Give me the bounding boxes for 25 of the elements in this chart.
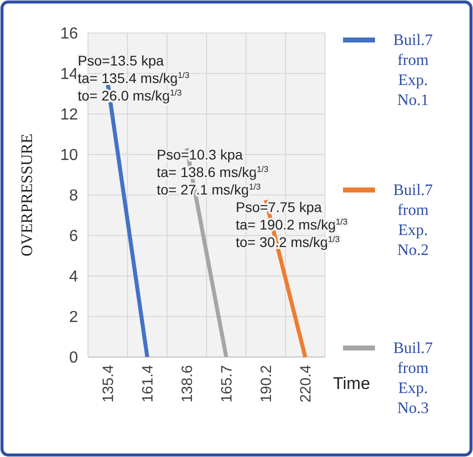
x-tick-label: 220.4: [298, 365, 314, 403]
y-tick-label: 12: [60, 106, 78, 124]
annotation: Pso=10.3 kpa: [156, 146, 243, 162]
y-tick-label: 2: [69, 309, 78, 326]
annotation: Pso=13.5 kpa: [78, 52, 164, 69]
x-tick-label: 161.4: [140, 365, 156, 403]
x-tick-label: 190.2: [258, 365, 275, 403]
y-tick-label: 4: [69, 268, 78, 286]
y-tick-label: 16: [60, 26, 78, 43]
y-tick-label: 8: [69, 188, 78, 205]
annotation: ta= 138.6 ms/kg$^{1/3}$: [156, 164, 269, 180]
y-tick-label: 10: [60, 147, 78, 164]
x-tick-label: 165.7: [218, 365, 236, 403]
legend-label: Buil.7 from Exp. No.1: [393, 32, 433, 109]
y-axis-title: OVERPRESSURE: [19, 134, 36, 256]
annotation: to= 27.1 ms/kg$^{1/3}$: [156, 181, 261, 198]
y-tick-label: 0: [69, 350, 78, 367]
legend-label: Buil.7 from Exp. No.3: [393, 340, 433, 417]
legend-label: Buil.7 from Exp. No.2: [393, 182, 433, 259]
x-tick-label: 138.6: [179, 365, 196, 403]
y-tick-label: 14: [60, 66, 78, 84]
x-tick-label: 135.4: [100, 365, 117, 403]
annotation: ta= 135.4 ms/kg$^{1/3}$: [78, 70, 190, 86]
x-axis-title: Time: [333, 374, 370, 393]
y-tick-label: 6: [69, 228, 78, 246]
